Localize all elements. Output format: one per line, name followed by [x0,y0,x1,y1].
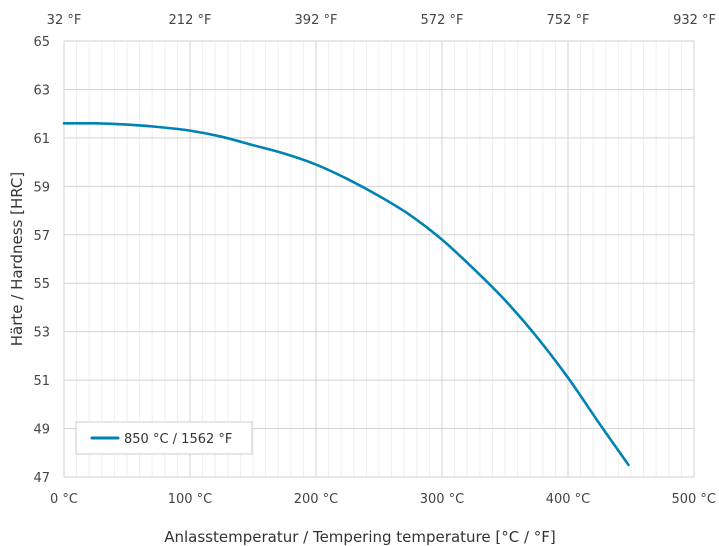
x-top-tick-label: 752 °F [547,13,590,28]
x-tick-label: 100 °C [168,492,213,507]
x-tick-label: 200 °C [294,492,339,507]
x-top-tick-labels: 32 °F 212 °F 392 °F 572 °F 752 °F 932 °F [47,13,716,28]
y-tick-label: 59 [33,180,50,195]
x-tick-label: 0 °C [50,492,78,507]
x-tick-label: 300 °C [420,492,465,507]
x-top-tick-label: 392 °F [295,13,338,28]
x-tick-label: 500 °C [671,492,716,507]
y-tick-label: 61 [33,132,50,147]
y-tick-label: 53 [33,326,50,341]
series-line [62,121,630,467]
x-top-tick-label: 932 °F [673,13,716,28]
x-top-tick-label: 32 °F [47,13,82,28]
major-grid [63,40,695,478]
x-tick-labels: 0 °C 100 °C 200 °C 300 °C 400 °C 500 °C [50,492,716,507]
y-tick-label: 55 [33,277,50,292]
legend: 850 °C / 1562 °F [75,421,253,455]
y-tick-label: 51 [33,374,50,389]
x-top-tick-label: 212 °F [169,13,212,28]
x-top-tick-label: 572 °F [421,13,464,28]
minor-grid [76,41,682,477]
x-axis-label: Anlasstemperatur / Tempering temperature… [164,528,556,546]
y-tick-label: 57 [33,229,50,244]
legend-label: 850 °C / 1562 °F [124,432,232,447]
series-layer [62,121,630,467]
y-tick-label: 47 [33,471,50,486]
y-tick-label: 65 [33,35,50,50]
y-tick-labels: 47 49 51 53 55 57 59 61 63 65 [33,35,50,486]
y-tick-label: 63 [33,83,50,98]
y-axis-label: Härte / Hardness [HRC] [8,172,26,347]
x-tick-label: 400 °C [546,492,591,507]
y-tick-label: 49 [33,423,50,438]
